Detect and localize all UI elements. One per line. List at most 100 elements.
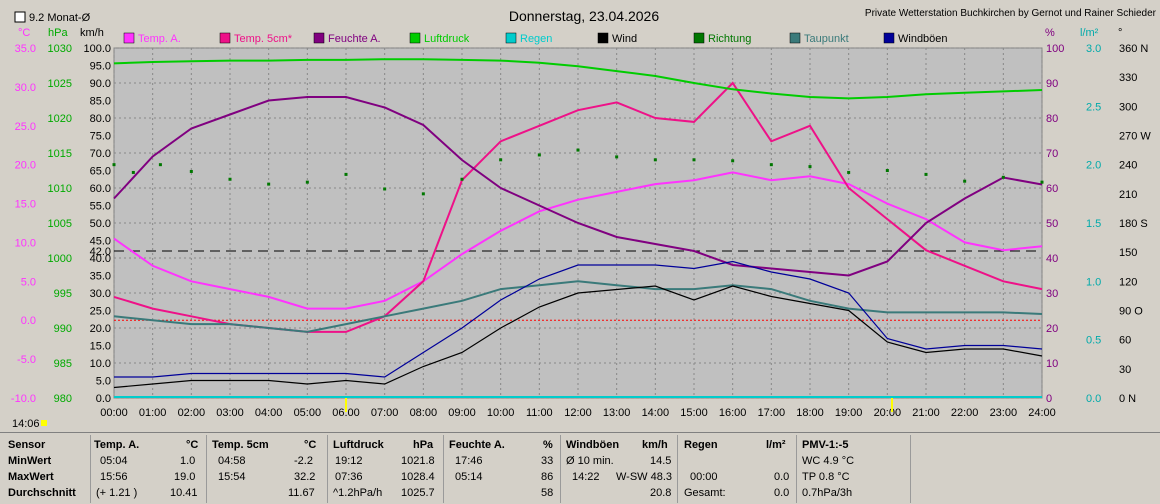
direction-point	[963, 179, 967, 183]
humidity-axis-tick: 30	[1046, 288, 1058, 300]
pressure-axis-tick: 1015	[48, 148, 72, 160]
direction-axis-tick: 90 O	[1119, 306, 1143, 318]
x-tick-label: 01:00	[139, 407, 167, 419]
x-tick-label: 24:00	[1028, 407, 1056, 419]
humidity-axis-tick: 20	[1046, 323, 1058, 335]
stats-temp-label: Temp. A.	[94, 439, 140, 451]
humidity-axis-tick: 90	[1046, 78, 1058, 90]
stats-humidity-min: 33	[541, 455, 554, 467]
direction-axis-tick: 180 S	[1119, 218, 1148, 230]
stats-temp5-max-time: 15:54	[218, 471, 246, 483]
direction-point	[460, 177, 464, 181]
pressure-axis-tick: 995	[54, 288, 72, 300]
x-tick-label: 23:00	[990, 407, 1018, 419]
series-line-wind	[113, 285, 1043, 389]
stats-gust-max: W-SW 48.3	[616, 471, 673, 483]
pressure-axis-tick: 1000	[48, 253, 72, 265]
legend-swatch	[505, 32, 517, 44]
rain-axis-tick: 1.0	[1086, 276, 1101, 288]
legend-swatch	[789, 32, 801, 44]
direction-point	[1001, 175, 1005, 179]
wind-axis-tick: 80.0	[90, 113, 111, 125]
wind-axis-tick: 100.0	[83, 43, 111, 55]
direction-point	[158, 163, 162, 167]
direction-point	[692, 158, 696, 162]
rain-axis-tick: 2.0	[1086, 160, 1101, 172]
direction-point	[499, 158, 503, 162]
stats-temp-max: 19.0	[174, 471, 196, 483]
stats-temp-min-time: 05:04	[100, 455, 128, 467]
stats-avg-header: Durchschnitt	[8, 487, 76, 499]
wind-axis-tick: 55.0	[90, 201, 111, 213]
stats-pressure-label: Luftdruck	[333, 439, 384, 451]
x-tick-label: 04:00	[255, 407, 283, 419]
temp-axis-tick: 20.0	[15, 160, 36, 172]
pressure-axis-tick: 1025	[48, 78, 72, 90]
direction-point	[924, 172, 928, 176]
wind-axis-tick: 65.0	[90, 166, 111, 178]
pressure-axis-tick: 980	[54, 393, 72, 405]
temp-axis-tick: 25.0	[15, 121, 36, 133]
x-tick-label: 13:00	[603, 407, 631, 419]
humidity-axis-tick: 0	[1046, 393, 1052, 405]
wind-axis-tick: 45.0	[90, 236, 111, 248]
stats-rain-total: 0.0	[774, 487, 790, 499]
temp-axis-tick: 15.0	[15, 199, 36, 211]
stats-humidity-label: Feuchte A.	[449, 439, 505, 451]
stats-temp5: Temp. 5cm °C 04:58 -2.2 15:54 32.2 11.67	[212, 433, 322, 504]
rain-axis-tick: 0.0	[1086, 393, 1101, 405]
pressure-axis-tick: 1030	[48, 43, 72, 55]
wind-axis-tick: 0.0	[96, 393, 111, 405]
stats-temp5-label: Temp. 5cm	[212, 439, 269, 451]
temp-axis-tick: -10.0	[11, 393, 36, 405]
legend-swatch	[883, 32, 895, 44]
wind-axis-tick: 75.0	[90, 131, 111, 143]
direction-point	[112, 163, 116, 167]
legend-label: Richtung	[708, 33, 751, 45]
wind-axis-tick: 85.0	[90, 96, 111, 108]
direction-point	[885, 169, 889, 172]
direction-point	[383, 187, 387, 191]
direction-axis-tick: 60	[1119, 335, 1131, 347]
direction-axis-tick: 360 N	[1119, 43, 1148, 55]
stats-temp5-max: 32.2	[294, 471, 316, 483]
wind-axis-tick: 10.0	[90, 358, 111, 370]
direction-point	[131, 170, 135, 174]
stats-temp-avg: 10.41	[170, 487, 198, 499]
stats-gust-label: Windböen	[566, 439, 620, 451]
x-tick-label: 10:00	[487, 407, 515, 419]
chart-title: Donnerstag, 23.04.2026	[509, 8, 659, 24]
temp-axis-tick: 35.0	[15, 43, 36, 55]
stats-pressure-unit: hPa	[413, 439, 434, 451]
legend-label: Regen	[520, 33, 552, 45]
stats-sensor-header: Sensor	[8, 439, 46, 451]
pressure-unit-label: hPa	[48, 27, 68, 39]
direction-axis-tick: 30	[1119, 364, 1131, 376]
stats-rain-unit: l/m²	[766, 439, 786, 451]
direction-axis-tick: 120	[1119, 276, 1137, 288]
direction-axis-tick: 150	[1119, 247, 1137, 259]
station-name: Private Wetterstation Buchkirchen by Ger…	[865, 8, 1157, 19]
stats-min-header: MinWert	[8, 455, 52, 467]
x-tick-label: 00:00	[100, 407, 128, 419]
x-tick-label: 14:00	[642, 407, 670, 419]
rain-unit-label: l/m²	[1080, 27, 1099, 39]
stats-pressure-min: 1021.8	[401, 455, 435, 467]
humidity-axis-tick: 40	[1046, 253, 1058, 265]
monthly-average-checkbox[interactable]	[14, 11, 26, 23]
temp-unit-label: °C	[18, 27, 30, 39]
stats-humidity-max-time: 05:14	[455, 471, 483, 483]
x-tick-label: 17:00	[758, 407, 786, 419]
wind-axis-tick: 15.0	[90, 341, 111, 353]
monthly-average-label: 9.2 Monat-Ø	[29, 12, 91, 24]
stats-gust-max-time: 14:22	[572, 471, 600, 483]
wind-axis-tick: 25.0	[90, 306, 111, 318]
direction-point	[808, 165, 812, 169]
series-line-luftdruck	[113, 58, 1043, 100]
stats-pmv-label: PMV-1:-5	[802, 439, 849, 451]
statistics-panel: Sensor MinWert MaxWert Durchschnitt Temp…	[0, 432, 1160, 504]
direction-axis-tick: 0 N	[1119, 393, 1136, 405]
wind-axis-tick: 50.0	[90, 218, 111, 230]
temp-axis-tick: 5.0	[21, 276, 36, 288]
legend-label: Luftdruck	[424, 33, 470, 45]
